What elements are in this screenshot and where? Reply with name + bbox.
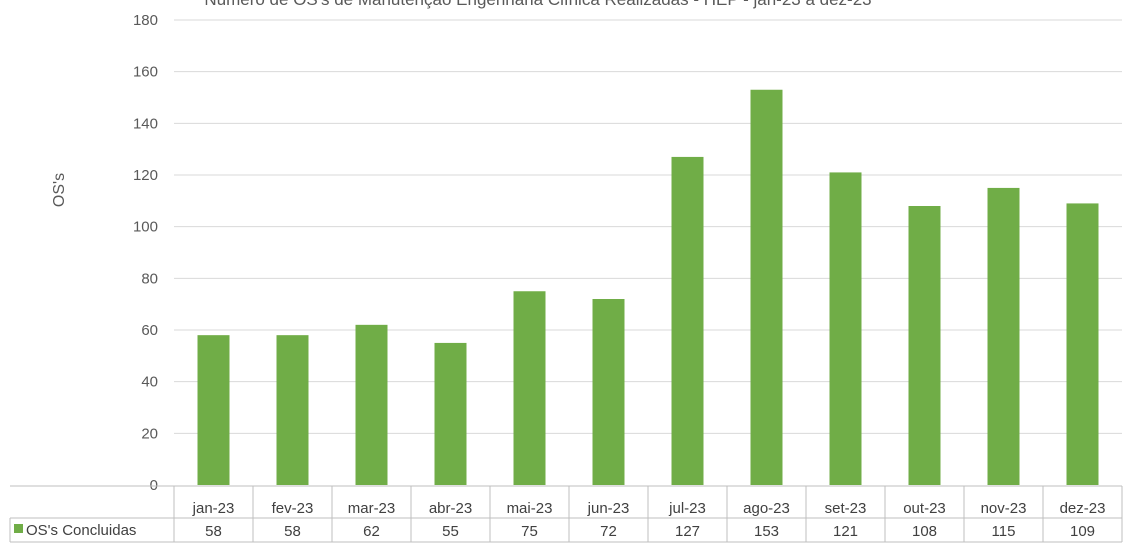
bar-jun-23 — [592, 299, 625, 485]
x-tick-label: jan-23 — [192, 500, 235, 517]
bar-set-23 — [829, 172, 862, 485]
table-value: 109 — [1070, 523, 1095, 540]
bar-abr-23 — [434, 342, 467, 485]
table-value: 153 — [754, 523, 779, 540]
bar-mai-23 — [513, 291, 546, 485]
bar-jan-23 — [197, 335, 230, 485]
y-tick-label: 140 — [133, 115, 158, 132]
table-value: 58 — [205, 523, 222, 540]
bar-out-23 — [908, 206, 941, 485]
y-tick-label: 40 — [141, 374, 158, 391]
y-axis-label: OS's — [51, 173, 68, 207]
table-value: 58 — [284, 523, 301, 540]
y-tick-label: 100 — [133, 219, 158, 236]
x-tick-label: out-23 — [903, 500, 946, 517]
bar-fev-23 — [276, 335, 309, 485]
y-tick-label: 160 — [133, 64, 158, 81]
y-tick-label: 120 — [133, 167, 158, 184]
y-tick-label: 20 — [141, 425, 158, 442]
x-tick-label: ago-23 — [743, 500, 790, 517]
bars — [197, 89, 1099, 485]
table-value: 108 — [912, 523, 937, 540]
data-table: jan-23 58 fev-23 58 mar-23 62 abr-23 55 mai-23 75… — [9, 485, 1123, 543]
x-tick-label: nov-23 — [981, 500, 1027, 517]
bar-jul-23 — [671, 156, 704, 485]
bar-mar-23 — [355, 324, 388, 485]
y-tick-label: 80 — [141, 270, 158, 287]
legend-swatch — [14, 524, 23, 533]
x-tick-label: set-23 — [825, 500, 867, 517]
y-tick-label: 60 — [141, 322, 158, 339]
x-tick-label: abr-23 — [429, 500, 472, 517]
table-value: 121 — [833, 523, 858, 540]
table-value: 72 — [600, 523, 617, 540]
table-value: 115 — [992, 523, 1016, 540]
x-tick-label: mai-23 — [507, 500, 553, 517]
chart-title: Número de OS's de Manutenção Engenharia … — [204, 0, 871, 9]
table-value: 127 — [675, 523, 700, 540]
x-tick-label: jun-23 — [587, 500, 630, 517]
y-tick-label: 180 — [133, 12, 158, 29]
table-value: 62 — [363, 523, 380, 540]
table-value: 55 — [442, 523, 459, 540]
x-tick-label: fev-23 — [272, 500, 314, 517]
x-tick-label: dez-23 — [1060, 500, 1106, 517]
bar-nov-23 — [987, 187, 1020, 485]
bar-ago-23 — [750, 89, 783, 485]
x-tick-label: mar-23 — [348, 500, 396, 517]
gridlines — [174, 19, 1122, 434]
table-value: 75 — [521, 523, 538, 540]
x-tick-label: jul-23 — [668, 500, 706, 517]
bar-dez-23 — [1066, 203, 1099, 485]
legend-series-name: OS's Concluidas — [26, 522, 136, 539]
